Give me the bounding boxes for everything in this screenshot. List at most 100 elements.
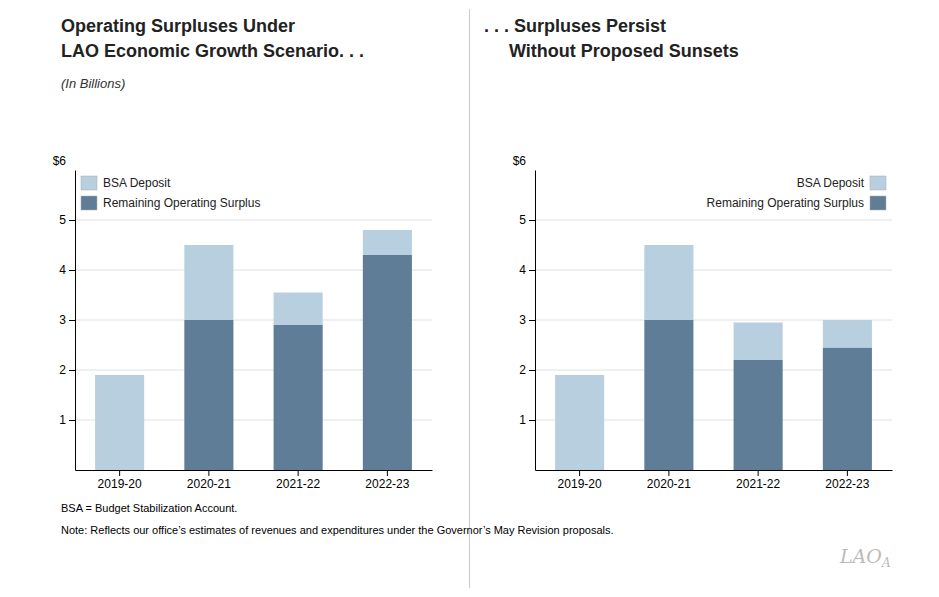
y-tick-mark <box>69 320 75 321</box>
y-tick: 5 <box>59 213 75 227</box>
x-tick: 2022-23 <box>825 470 869 491</box>
bars <box>555 245 872 470</box>
y-tick: 5 <box>519 213 535 227</box>
y-tick: 3 <box>519 313 535 327</box>
y-tick-label: 5 <box>519 213 526 227</box>
bar <box>823 348 872 471</box>
bar-series <box>95 230 412 470</box>
x-tick-mark <box>387 470 388 476</box>
x-tick-mark <box>758 470 759 476</box>
x-tick-label: 2020-21 <box>187 477 231 491</box>
bar <box>734 323 783 361</box>
logo-sub: A <box>881 556 891 570</box>
x-axis: 2019-20 2020-21 2021-22 2022-23 <box>536 470 893 491</box>
bar <box>363 230 412 255</box>
title: . . . Surpluses Persist <box>484 16 666 36</box>
y-axis: 1 2 3 4 5 <box>519 171 535 471</box>
x-tick-label: 2019-20 <box>558 477 602 491</box>
y-tick-label: 4 <box>519 263 526 277</box>
y-axis-line <box>535 171 536 471</box>
x-tick: 2019-20 <box>98 470 142 491</box>
y-tick-mark <box>529 220 535 221</box>
y-tick-label: 3 <box>519 313 526 327</box>
y-tick: 3 <box>59 313 75 327</box>
title: LAO Economic Growth Scenario. . . <box>61 41 364 61</box>
bar <box>95 375 144 470</box>
bar <box>184 320 233 470</box>
x-tick: 2020-21 <box>187 470 231 491</box>
x-tick: 2020-21 <box>647 470 691 491</box>
y-tick-label: 4 <box>59 263 66 277</box>
title-group: . . . Surpluses Persist Without Proposed… <box>484 16 739 61</box>
x-axis-line <box>76 470 433 471</box>
bar <box>644 245 693 320</box>
x-tick-label: 2022-23 <box>825 477 869 491</box>
y-tick-mark <box>69 270 75 271</box>
title: Operating Surpluses Under <box>61 16 295 36</box>
plot: 1 2 3 4 5 $6 2019-20 2020-21 2021-22 2022-23 BSA D… <box>53 154 433 491</box>
y-tick-label: 1 <box>519 413 526 427</box>
legend: BSA Deposit Remaining Operating Surplus <box>707 176 886 210</box>
subtitle: (In Billions) <box>61 76 125 91</box>
y-axis: 1 2 3 4 5 <box>59 171 75 471</box>
x-tick-label: 2019-20 <box>98 477 142 491</box>
x-tick-mark <box>208 470 209 476</box>
bar <box>274 325 323 470</box>
legend-label: BSA Deposit <box>103 176 171 190</box>
canvas: Operating Surpluses Under LAO Economic Gr… <box>0 0 939 597</box>
x-tick: 2022-23 <box>365 470 409 491</box>
y-tick-mark <box>529 270 535 271</box>
divider <box>469 9 470 588</box>
y-tick: 2 <box>519 363 535 377</box>
legend-item: Remaining Operating Surplus <box>81 196 260 210</box>
legend: BSA Deposit Remaining Operating Surplus <box>81 176 260 210</box>
x-tick-label: 2021-22 <box>736 477 780 491</box>
footnote: Note: Reflects our office’s estimates of… <box>61 524 614 536</box>
y-tick-label: 2 <box>519 363 526 377</box>
legend-item: BSA Deposit <box>81 176 171 190</box>
title-group: Operating Surpluses Under LAO Economic Gr… <box>61 16 364 91</box>
legend-swatch <box>81 196 97 210</box>
x-tick-mark <box>847 470 848 476</box>
bar <box>734 360 783 470</box>
title: Without Proposed Sunsets <box>484 41 739 61</box>
x-tick-label: 2022-23 <box>365 477 409 491</box>
x-tick-mark <box>298 470 299 476</box>
grid-line <box>535 220 892 221</box>
x-axis: 2019-20 2020-21 2021-22 2022-23 <box>76 470 433 491</box>
x-tick-mark <box>119 470 120 476</box>
grid-line <box>75 220 432 221</box>
y-tick-label: 2 <box>59 363 66 377</box>
bar <box>274 293 323 326</box>
y-tick: 1 <box>59 413 75 427</box>
grid-line <box>535 270 892 271</box>
x-axis-line <box>536 470 893 471</box>
footnote: BSA = Budget Stabilization Account. <box>61 502 237 514</box>
y-tick: 4 <box>519 263 535 277</box>
bar-series <box>555 245 872 470</box>
footnotes: BSA = Budget Stabilization Account. Note:… <box>61 502 614 536</box>
y-tick-mark <box>529 370 535 371</box>
x-tick-mark <box>668 470 669 476</box>
legend-item: Remaining Operating Surplus <box>707 196 886 210</box>
legend-swatch <box>870 176 886 190</box>
x-tick-label: 2020-21 <box>647 477 691 491</box>
logo-main: LAO <box>839 545 882 567</box>
legend-label: Remaining Operating Surplus <box>707 196 864 210</box>
y-axis-line <box>75 171 76 471</box>
legend-label: BSA Deposit <box>797 176 865 190</box>
y-tick-label: 1 <box>59 413 66 427</box>
y-tick-label: 3 <box>59 313 66 327</box>
bars <box>95 230 412 470</box>
y-axis-label: $6 <box>53 154 67 168</box>
legend-label: Remaining Operating Surplus <box>103 196 260 210</box>
y-tick: 4 <box>59 263 75 277</box>
x-tick: 2019-20 <box>558 470 602 491</box>
bar <box>184 245 233 320</box>
x-tick-label: 2021-22 <box>276 477 320 491</box>
y-tick-mark <box>69 220 75 221</box>
y-tick: 1 <box>519 413 535 427</box>
logo: LAOA <box>839 545 891 570</box>
y-tick-mark <box>69 370 75 371</box>
legend-swatch <box>81 176 97 190</box>
